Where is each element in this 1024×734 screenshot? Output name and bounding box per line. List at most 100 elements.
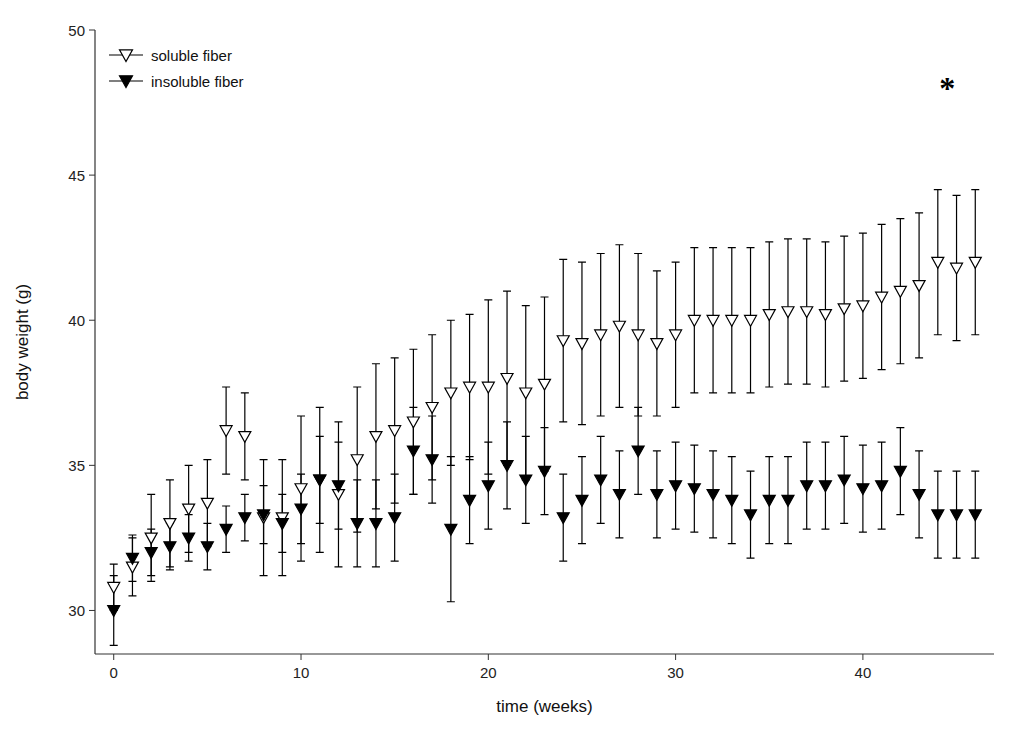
point [539, 379, 551, 390]
point [220, 524, 232, 535]
point [501, 373, 513, 384]
point [464, 495, 476, 506]
point [220, 426, 232, 437]
x-tick [488, 654, 489, 660]
point [726, 315, 738, 326]
point [651, 490, 663, 501]
point [426, 403, 438, 414]
point [183, 533, 195, 544]
x-tick-label: 0 [110, 664, 118, 681]
point [445, 524, 457, 535]
x-tick-label: 30 [667, 664, 684, 681]
point [332, 481, 344, 492]
point [613, 321, 625, 332]
y-tick-label: 35 [68, 457, 85, 474]
x-tick [301, 654, 302, 660]
x-tick-label: 40 [855, 664, 872, 681]
point [782, 495, 794, 506]
point [201, 498, 213, 509]
point [688, 484, 700, 495]
y-tick [89, 175, 95, 176]
legend: soluble fiberinsoluble fiber [109, 47, 244, 90]
point [707, 490, 719, 501]
point [576, 339, 588, 350]
point [726, 495, 738, 506]
point [651, 339, 663, 350]
point [351, 519, 363, 530]
point [707, 315, 719, 326]
point [520, 475, 532, 486]
point [838, 475, 850, 486]
point [445, 388, 457, 399]
point [407, 417, 419, 428]
point [295, 484, 307, 495]
point [276, 519, 288, 530]
point [745, 315, 757, 326]
x-tick [113, 654, 114, 660]
point [894, 466, 906, 477]
point [164, 542, 176, 553]
y-tick [89, 320, 95, 321]
x-tick-label: 20 [480, 664, 497, 681]
point [951, 510, 963, 521]
point [539, 466, 551, 477]
points [108, 257, 982, 616]
point [801, 307, 813, 318]
series-error-bars [110, 407, 980, 645]
x-tick [862, 654, 863, 660]
point [782, 307, 794, 318]
x-axis-label: time (weeks) [496, 697, 592, 716]
point [314, 475, 326, 486]
point [951, 263, 963, 274]
point [389, 513, 401, 524]
point [482, 481, 494, 492]
point [819, 481, 831, 492]
point [126, 553, 138, 564]
y-axis-label: body weight (g) [13, 284, 32, 400]
error-bars [110, 190, 980, 646]
point [932, 257, 944, 268]
point [201, 542, 213, 553]
point [613, 490, 625, 501]
chart: 0102030403035404550time (weeks)body weig… [0, 0, 1024, 734]
point [969, 257, 981, 268]
point [145, 548, 157, 559]
y-tick [89, 610, 95, 611]
point [520, 388, 532, 399]
point [145, 533, 157, 544]
point [557, 513, 569, 524]
y-tick-label: 45 [68, 167, 85, 184]
point [688, 315, 700, 326]
legend-label: insoluble fiber [151, 73, 244, 90]
legend-marker [120, 50, 133, 62]
point [763, 495, 775, 506]
point [389, 426, 401, 437]
point [108, 582, 120, 593]
point [370, 432, 382, 443]
point [894, 286, 906, 297]
point [670, 330, 682, 341]
x-tick-label: 10 [293, 664, 310, 681]
x-axis-line [95, 653, 994, 654]
y-tick [89, 30, 95, 31]
point [932, 510, 944, 521]
y-axis-line [94, 30, 95, 654]
point [239, 513, 251, 524]
point [464, 382, 476, 393]
point [763, 310, 775, 321]
point [295, 504, 307, 515]
point [838, 304, 850, 315]
point [632, 330, 644, 341]
point [501, 461, 513, 472]
y-tick-label: 40 [68, 312, 85, 329]
point [314, 475, 326, 486]
series-points [108, 446, 982, 616]
point [801, 481, 813, 492]
point [670, 481, 682, 492]
point [857, 301, 869, 312]
point [595, 475, 607, 486]
point [876, 292, 888, 303]
x-tick [675, 654, 676, 660]
y-tick [89, 465, 95, 466]
point [239, 432, 251, 443]
